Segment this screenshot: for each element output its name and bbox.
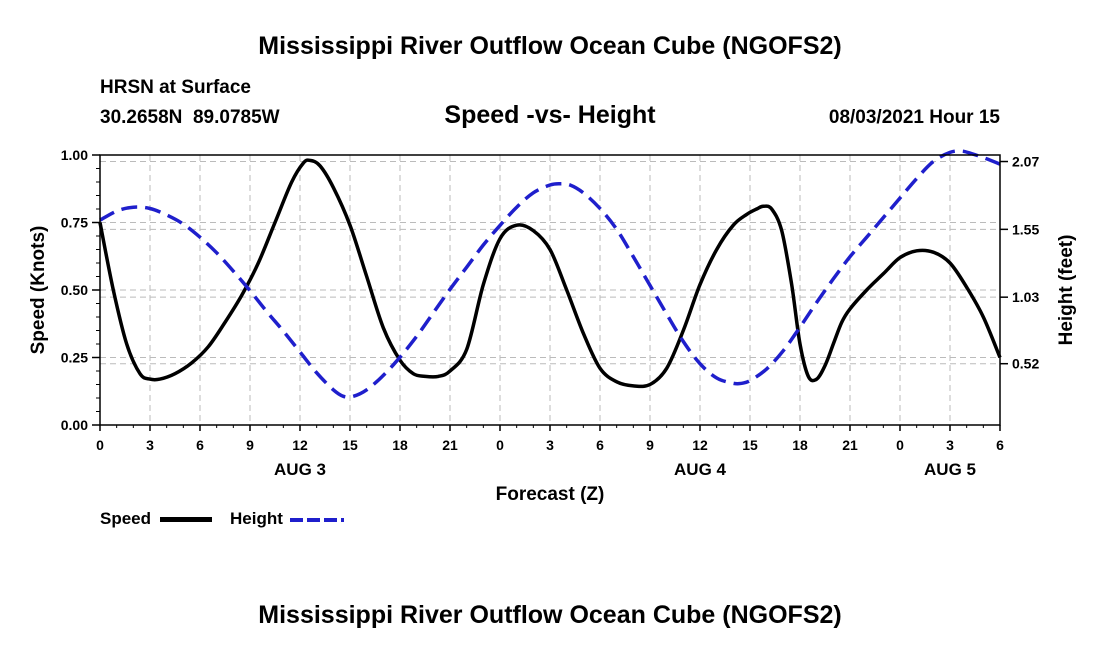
y-axis-left-label: Speed (Knots) <box>28 226 49 355</box>
forecast-datetime: 08/03/2021 Hour 15 <box>828 107 1000 128</box>
chart-title: Mississippi River Outflow Ocean Cube (NG… <box>258 32 842 60</box>
legend-height-swatch <box>290 518 344 522</box>
station-coords: 30.2658N 89.0785W <box>100 107 280 128</box>
y-left-tick-label: 0.00 <box>61 417 88 433</box>
y-right-tick-label: 2.07 <box>1012 154 1039 170</box>
x-tick-label: 15 <box>342 437 358 453</box>
footer-title: Mississippi River Outflow Ocean Cube (NG… <box>258 601 842 629</box>
x-tick-label: 12 <box>692 437 708 453</box>
day-label: AUG 5 <box>924 460 976 479</box>
day-label: AUG 4 <box>674 460 727 479</box>
x-tick-label: 9 <box>246 437 254 453</box>
height-series-line <box>99 149 1001 399</box>
x-tick-label: 0 <box>896 437 904 453</box>
y-left-tick-label: 0.25 <box>61 350 88 366</box>
x-tick-label: 3 <box>146 437 154 453</box>
x-tick-label: 15 <box>742 437 758 453</box>
x-tick-label: 6 <box>596 437 604 453</box>
x-tick-label: 0 <box>96 437 104 453</box>
x-tick-label: 18 <box>792 437 808 453</box>
x-tick-label: 6 <box>996 437 1004 453</box>
y-right-tick-label: 1.03 <box>1012 289 1039 305</box>
legend-height-label: Height <box>230 509 283 528</box>
series-layer <box>98 149 1002 399</box>
axes-layer: 0 3 6 9 12 15 18 21 0 3 6 9 12 15 18 21 0 3 6 AUG 3 AUG 4 AUG… <box>61 147 1040 479</box>
day-label: AUG 3 <box>274 460 326 479</box>
x-tick-label: 12 <box>292 437 308 453</box>
x-tick-label: 0 <box>496 437 504 453</box>
legend-speed-swatch <box>160 517 212 522</box>
y-axis-right-label: Height (feet) <box>1056 235 1077 346</box>
y-right-tick-label: 1.55 <box>1012 221 1039 237</box>
station-label: HRSN at Surface <box>100 77 251 98</box>
x-tick-label: 21 <box>442 437 458 453</box>
y-left-tick-label: 0.75 <box>61 215 88 231</box>
y-right-tick-label: 0.52 <box>1012 356 1039 372</box>
chart-subtitle: Speed -vs- Height <box>444 101 656 129</box>
y-left-tick-label: 0.50 <box>61 282 88 298</box>
y-left-tick-label: 1.00 <box>61 147 88 163</box>
x-tick-label: 9 <box>646 437 654 453</box>
x-tick-label: 3 <box>546 437 554 453</box>
speed-series-line <box>98 158 1002 389</box>
speed-height-chart: 0 3 6 9 12 15 18 21 0 3 6 9 12 15 18 21 0 3 6 AUG 3 AUG 4 AUG… <box>28 147 1077 505</box>
x-tick-label: 18 <box>392 437 408 453</box>
x-tick-label: 6 <box>196 437 204 453</box>
x-axis-label: Forecast (Z) <box>496 484 605 505</box>
legend-speed-label: Speed <box>100 509 152 528</box>
x-tick-label: 21 <box>842 437 858 453</box>
x-tick-label: 3 <box>946 437 954 453</box>
